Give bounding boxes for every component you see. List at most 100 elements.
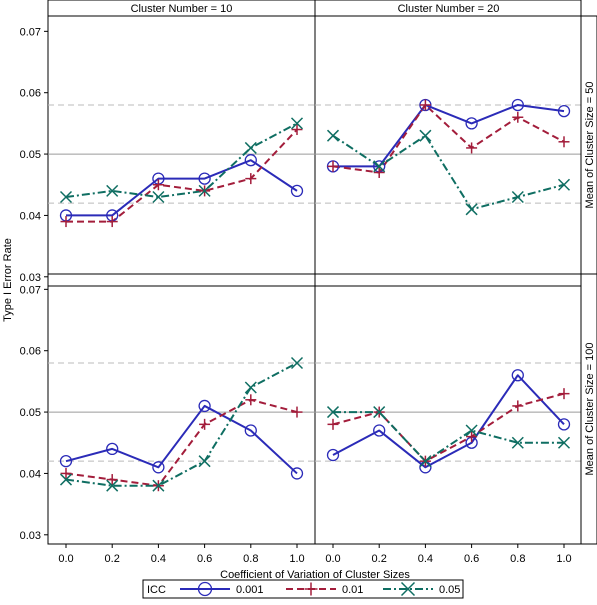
y-tick-label: 0.07: [20, 284, 41, 296]
circle-marker: [290, 467, 304, 480]
series-line-icc-0.01: [332, 392, 565, 463]
plus-marker: [466, 142, 478, 154]
x-marker: [511, 190, 524, 204]
x-marker: [198, 455, 211, 468]
legend-item-icc-0.05: 0.05: [383, 581, 460, 597]
x-marker: [106, 184, 119, 197]
plus-marker: [60, 467, 72, 479]
plus-marker: [291, 124, 303, 136]
x-marker: [244, 381, 257, 394]
y-tick-label: 0.04: [20, 210, 41, 222]
circle-marker: [465, 117, 478, 130]
x-tick-label: 0.2: [372, 553, 387, 565]
legend-title: ICC: [147, 584, 166, 596]
legend: ICC 0.001 0.01 0.05: [142, 579, 464, 599]
circle-marker: [59, 455, 73, 468]
y-tick-label: 0.06: [20, 346, 41, 358]
series-line-icc-0.001: [66, 159, 298, 217]
x-tick-label: 0.2: [105, 553, 120, 565]
plus-marker: [245, 394, 257, 406]
legend-item-icc-0.01: 0.01: [286, 582, 363, 596]
plus-marker: [152, 179, 164, 191]
panel-frame-1-1: [314, 273, 583, 545]
circle-marker: [106, 442, 119, 456]
legend-label: 0.001: [236, 584, 264, 596]
plus-marker: [106, 216, 118, 228]
x-marker: [557, 178, 571, 191]
x-marker: [419, 129, 432, 142]
circle-marker: [198, 399, 211, 413]
series-line-icc-0.01: [65, 398, 298, 487]
x-marker: [373, 160, 386, 173]
y-tick-label: 0.05: [20, 407, 41, 419]
series-line-icc-0.05: [333, 411, 564, 463]
plus-marker: [512, 400, 524, 412]
y-tick-label: 0.05: [20, 149, 41, 161]
legend-items: 0.001 0.01 0.05: [180, 581, 460, 597]
x-tick-label: 0.4: [418, 553, 433, 565]
x-marker: [152, 479, 165, 492]
x-marker: [511, 436, 524, 449]
circle-marker: [152, 461, 165, 474]
x-marker: [290, 356, 304, 370]
x-tick-label: 0.8: [510, 553, 525, 565]
plus-marker: [106, 474, 118, 486]
series-lines: [65, 103, 565, 487]
x-tick-label: 0.6: [197, 553, 212, 565]
x-tick-label: 0.4: [151, 553, 166, 565]
plus-marker: [558, 388, 570, 400]
plus-marker: [558, 136, 570, 148]
plus-marker: [199, 418, 211, 430]
row-strip-box: [580, 15, 597, 545]
legend-label: 0.01: [342, 584, 363, 596]
plus-marker: [373, 166, 385, 178]
x-marker: [152, 190, 165, 204]
series-line-icc-0.05: [65, 362, 298, 487]
panel-frames: [47, 15, 583, 545]
plus-marker: [245, 173, 257, 185]
row-label-2: Mean of Cluster Size = 100: [584, 343, 596, 476]
circle-marker: [244, 154, 257, 167]
circle-marker: [373, 424, 386, 437]
plus-marker: [60, 216, 72, 228]
series-line-icc-0.01: [332, 103, 565, 174]
y-tick-label: 0.04: [20, 468, 41, 480]
x-marker: [106, 479, 119, 492]
circle-marker: [557, 418, 571, 431]
panel-frame-1-0: [47, 273, 316, 545]
series-line-icc-0.01: [66, 128, 298, 223]
legend-item-icc-0.001: 0.001: [180, 581, 264, 597]
x-marker: [326, 129, 340, 142]
y-tick-label: 0.03: [20, 272, 41, 284]
circle-marker: [326, 448, 340, 462]
x-marker: [290, 117, 304, 130]
x-marker: [400, 581, 416, 597]
y-tick-label: 0.07: [20, 26, 41, 38]
y-axis-title: Type I Error Rate: [2, 238, 14, 322]
column-label-1: Cluster Number = 10: [131, 3, 233, 15]
plus-marker: [327, 160, 339, 172]
plus-marker: [304, 582, 318, 596]
y-tick-label: 0.03: [20, 530, 41, 542]
column-label-2: Cluster Number = 20: [398, 3, 500, 15]
circle-marker: [244, 424, 257, 437]
plus-marker: [291, 406, 303, 418]
x-tick-label: 1.0: [289, 553, 304, 565]
row-label-1: Mean of Cluster Size = 50: [584, 82, 596, 209]
circle-marker: [511, 98, 524, 112]
x-tick-label: 0.6: [464, 553, 479, 565]
strip-headers: Cluster Number = 10 Cluster Number = 20 …: [47, 0, 597, 545]
plus-marker: [419, 99, 431, 111]
plus-marker: [512, 111, 524, 123]
plus-marker: [327, 418, 339, 430]
plus-marker: [466, 431, 478, 443]
axes: 0.030.040.050.060.070.030.040.050.060.07…: [20, 26, 572, 565]
panel-frame-0-1: [314, 15, 583, 287]
circle-marker: [557, 104, 571, 118]
y-tick-label: 0.06: [20, 88, 41, 100]
panel-frame-0-0: [47, 15, 316, 287]
circle-marker: [511, 369, 524, 382]
x-marker: [465, 203, 478, 216]
x-marker: [419, 455, 432, 468]
